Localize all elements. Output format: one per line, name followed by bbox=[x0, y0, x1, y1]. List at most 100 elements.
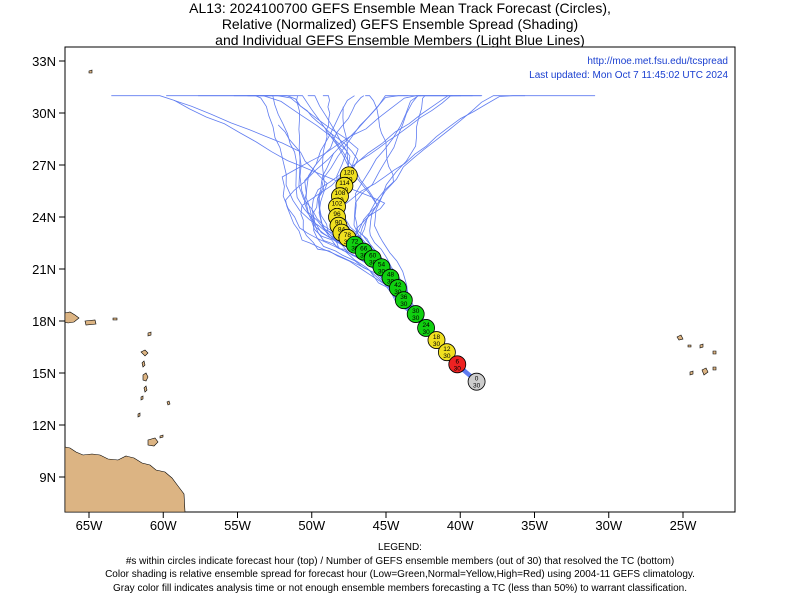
lon-label: 45W bbox=[373, 518, 400, 533]
forecast-hour-label: 54 bbox=[378, 261, 386, 268]
track-point-circle bbox=[437, 343, 456, 362]
lat-label: 27N bbox=[32, 158, 56, 173]
member-count-label: 30 bbox=[422, 329, 430, 336]
puerto-rico-land bbox=[84, 319, 97, 326]
forecast-hour-label: 48 bbox=[387, 272, 395, 279]
cape-verde-4-land bbox=[701, 367, 709, 376]
tobago-land bbox=[159, 434, 164, 439]
member-count-label: 30 bbox=[412, 315, 420, 322]
dominica-land bbox=[141, 360, 146, 368]
legend-line-3: Gray color fill indicates analysis time … bbox=[113, 582, 687, 594]
title-line-2: Relative (Normalized) GEFS Ensemble Spre… bbox=[221, 16, 579, 32]
axis-ticks bbox=[59, 60, 684, 518]
forecast-hour-label: 102 bbox=[332, 201, 343, 208]
member-count-label: 30 bbox=[394, 289, 402, 296]
lon-label: 50W bbox=[298, 518, 325, 533]
member-count-label: 30 bbox=[387, 279, 395, 286]
forecast-hour-label: 114 bbox=[339, 180, 350, 187]
forecast-hour-label: 72 bbox=[351, 239, 359, 246]
member-count-label: 30 bbox=[369, 260, 377, 267]
lat-label: 12N bbox=[32, 418, 56, 433]
legend: LEGEND: #s within circles indicate forec… bbox=[0, 541, 800, 595]
member-count-label: 30 bbox=[443, 353, 451, 360]
forecast-hour-label: 6 bbox=[455, 358, 459, 365]
cape-verde-5-land bbox=[689, 370, 694, 376]
lon-label: 35W bbox=[521, 518, 548, 533]
lon-label: 65W bbox=[76, 518, 103, 533]
land-masses bbox=[64, 69, 717, 513]
virgin-islands-land bbox=[112, 317, 118, 321]
forecast-hour-label: 12 bbox=[443, 346, 451, 353]
lon-label: 40W bbox=[447, 518, 474, 533]
lon-label: 55W bbox=[224, 518, 251, 533]
cape-verde-6-land bbox=[712, 366, 717, 371]
south-america-land bbox=[64, 446, 186, 513]
forecast-hour-label: 66 bbox=[360, 246, 368, 253]
member-count-label: 30 bbox=[378, 268, 386, 275]
forecast-hour-label: 78 bbox=[344, 232, 352, 239]
barbados-land bbox=[166, 400, 171, 406]
lon-label: 25W bbox=[670, 518, 697, 533]
legend-heading: LEGEND: bbox=[378, 542, 422, 553]
track-point-circle bbox=[406, 305, 425, 323]
axis-labels: 33N 30N 27N 24N 21N 18N 15N 12N 9N 65W 60W 55W 50W 45… bbox=[32, 54, 697, 533]
forecast-hour-label: 36 bbox=[400, 294, 408, 301]
trinidad-land bbox=[147, 437, 159, 447]
forecast-hour-label: 96 bbox=[333, 211, 341, 218]
guadeloupe-land bbox=[140, 349, 149, 357]
cape-verde-3-land bbox=[712, 350, 717, 355]
url-text: http://moe.met.fsu.edu/tcspread bbox=[587, 56, 728, 67]
forecast-hour-label: 120 bbox=[343, 169, 354, 176]
hispaniola-land bbox=[64, 311, 80, 324]
forecast-hour-label: 30 bbox=[412, 308, 420, 315]
martinique-land bbox=[142, 372, 149, 382]
track-point-circle bbox=[467, 372, 486, 391]
forecast-hour-label: 18 bbox=[433, 334, 441, 341]
member-count-label: 30 bbox=[360, 253, 368, 260]
lat-label: 30N bbox=[32, 106, 56, 121]
lon-label: 60W bbox=[150, 518, 177, 533]
ensemble-mean-track: 1203011430108301023096309030843078307230… bbox=[328, 166, 486, 391]
lat-label: 33N bbox=[32, 54, 56, 69]
last-updated-text: Last updated: Mon Oct 7 11:45:02 UTC 202… bbox=[529, 70, 728, 81]
forecast-hour-label: 84 bbox=[338, 227, 346, 234]
member-count-label: 30 bbox=[433, 341, 441, 348]
title-line-1: AL13: 2024100700 GEFS Ensemble Mean Trac… bbox=[189, 0, 611, 16]
grenada-land bbox=[137, 412, 141, 418]
track-point-circle bbox=[394, 291, 413, 310]
bermuda-land bbox=[88, 69, 93, 74]
lon-label: 30W bbox=[595, 518, 622, 533]
member-count-label: 30 bbox=[473, 383, 481, 390]
legend-line-1: #s within circles indicate forecast hour… bbox=[125, 555, 675, 567]
track-point: 630 bbox=[448, 355, 467, 374]
title-line-3: and Individual GEFS Ensemble Members (Li… bbox=[215, 32, 585, 48]
st-lucia-land bbox=[143, 385, 148, 393]
lat-label: 9N bbox=[39, 470, 56, 485]
member-count-label: 30 bbox=[454, 365, 462, 372]
track-point: 030 bbox=[467, 372, 486, 391]
st-vincent-land bbox=[140, 395, 144, 401]
forecast-hour-label: 42 bbox=[394, 282, 402, 289]
lat-label: 24N bbox=[32, 210, 56, 225]
lat-label: 18N bbox=[32, 314, 56, 329]
forecast-hour-label: 90 bbox=[335, 220, 343, 227]
forecast-hour-label: 60 bbox=[369, 253, 377, 260]
antigua-land bbox=[147, 331, 152, 337]
lat-label: 21N bbox=[32, 262, 56, 277]
forecast-hour-label: 0 bbox=[475, 376, 479, 383]
cape-verde-1-land bbox=[676, 334, 684, 341]
lat-label: 15N bbox=[32, 366, 56, 381]
forecast-hour-label: 24 bbox=[422, 322, 430, 329]
chart-title: AL13: 2024100700 GEFS Ensemble Mean Trac… bbox=[0, 0, 800, 48]
member-count-label: 30 bbox=[351, 246, 359, 253]
legend-line-2: Color shading is relative ensemble sprea… bbox=[105, 569, 695, 580]
forecast-hour-label: 108 bbox=[335, 190, 346, 197]
track-point-circle bbox=[448, 355, 467, 374]
member-count-label: 30 bbox=[400, 301, 408, 308]
